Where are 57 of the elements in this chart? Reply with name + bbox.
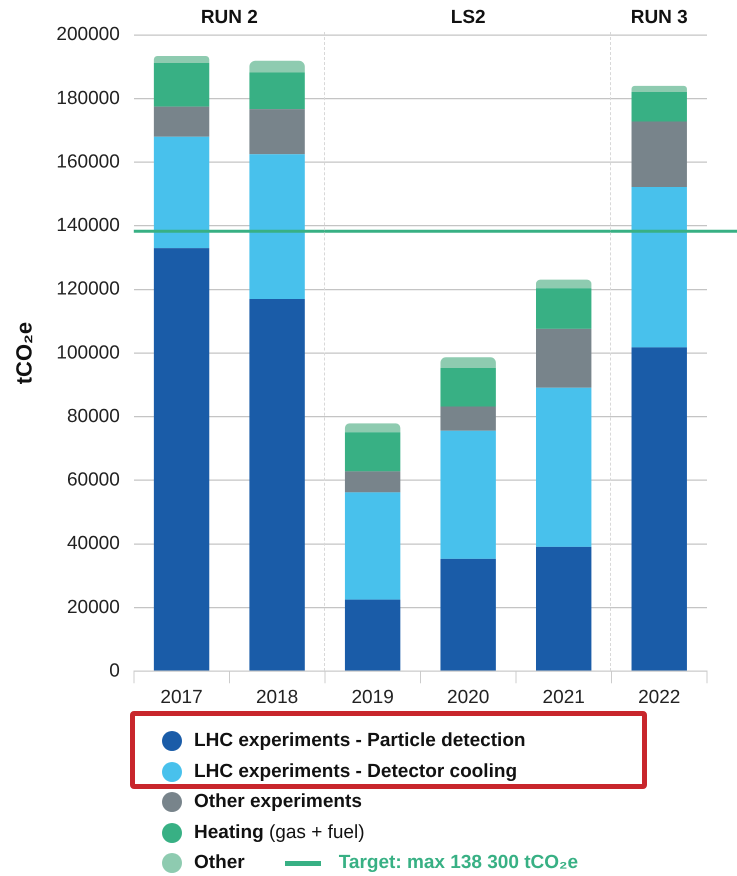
y-tick-label: 180000 [56, 88, 120, 109]
legend-label: Other experiments [194, 791, 362, 814]
bar [344, 471, 400, 492]
bar [440, 406, 496, 431]
bar [536, 328, 592, 388]
y-tick-label: 20000 [66, 596, 120, 618]
bar [154, 136, 210, 248]
bar [154, 106, 210, 137]
x-tick-label: 2017 [160, 686, 203, 708]
bar [632, 92, 687, 122]
text: RUN 2 [200, 7, 258, 28]
bar [249, 154, 305, 300]
text: RUN 3 [630, 7, 688, 28]
y-tick-label: 80000 [66, 406, 120, 427]
y-tick-label: 140000 [56, 215, 120, 236]
bar [536, 546, 592, 671]
bar [632, 122, 687, 188]
x-tick-label: 2018 [256, 686, 298, 708]
bar [344, 600, 400, 671]
bar [440, 368, 496, 407]
y-tick-label: 160000 [56, 151, 120, 172]
bar [440, 558, 496, 671]
bar [344, 423, 400, 432]
legend-label: LHC experiments - Detector cooling [194, 760, 518, 783]
bar [249, 299, 305, 671]
bar [536, 288, 592, 329]
y-tick-label: 0 [109, 660, 120, 682]
bar [344, 492, 400, 600]
x-tick-label: 2020 [447, 686, 490, 708]
bar [154, 62, 210, 107]
bar [440, 430, 496, 559]
bar [344, 432, 400, 472]
y-tick-label: 100000 [56, 342, 120, 364]
y-tick-label: 120000 [56, 278, 120, 300]
bar [536, 388, 592, 547]
text: LS2 [450, 7, 486, 28]
x-tick-label: 2019 [351, 686, 394, 708]
y-axis-title: tCO₂e [11, 322, 36, 384]
bar [632, 347, 687, 671]
bar [154, 56, 210, 63]
bar [632, 86, 687, 92]
bar [536, 280, 592, 288]
bar [249, 72, 305, 110]
bar [154, 248, 210, 671]
legend-label: LHC experiments - Particle detection [194, 730, 526, 752]
bar [249, 109, 305, 154]
legend-label: Heating (gas + fuel) [194, 822, 365, 844]
legend-label: Target: max 138 300 tCO₂e [338, 852, 578, 874]
x-tick-label: 2021 [542, 686, 585, 708]
y-tick-label: 40000 [66, 533, 120, 554]
legend-label: Other [194, 852, 245, 874]
y-tick-label: 200000 [56, 24, 120, 46]
bar [249, 60, 305, 73]
bar [632, 187, 687, 348]
x-tick-label: 2022 [638, 686, 680, 708]
bar [440, 357, 496, 368]
y-tick-label: 60000 [66, 470, 120, 491]
